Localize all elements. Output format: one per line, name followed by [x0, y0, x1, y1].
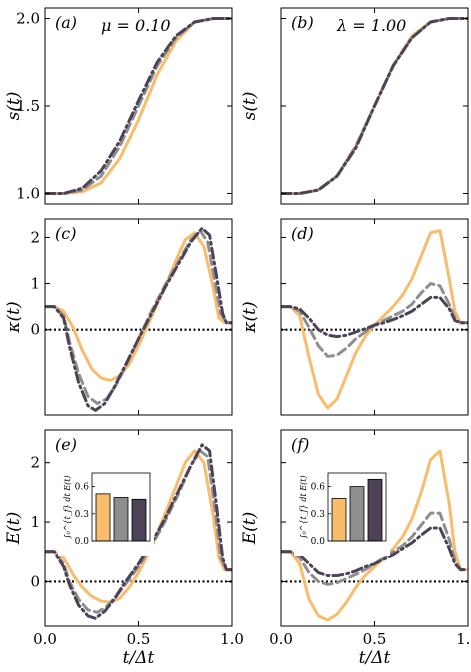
panel-d-series-gray-dashed [281, 282, 468, 358]
panel-e-series-dark-dashdot [45, 443, 232, 620]
panel-d-letter: (d) [291, 224, 314, 243]
panel-d-series-dark-dashdot [281, 295, 468, 339]
panel-e-xtick-label: 1.0 [220, 630, 244, 648]
panel-e-inset: 0.0 0.3 0.6∫₀^{t_f} dt E(t) [58, 471, 154, 556]
panel-b-annotation: λ = 1.00 [336, 16, 406, 35]
panel-e-inset-frame [91, 472, 151, 542]
panel-c-series [45, 226, 232, 412]
panel-d-series [281, 229, 468, 410]
panel-f-inset-ylabel: ∫₀^{t_f} dt E(t) [299, 475, 308, 538]
panel-f-inset-bar [367, 478, 383, 542]
panel-d-series-orange-solid [281, 229, 468, 410]
panel-a-series [45, 17, 232, 195]
panel-c-ytick-label: 1 [30, 275, 40, 293]
panel-f-series [281, 449, 468, 622]
panel-e: 0 1 2 0.0 0.5 1.0 E(t) t/Δt (e) 0.0 0.3 0.6∫₀^{t_f}… [4, 429, 244, 668]
panel-c-series-dark-dashdot [45, 226, 232, 412]
panel-d-frame [280, 218, 469, 416]
panel-c: 0 1 2 κ(t) (c) [4, 218, 233, 416]
panel-a-letter: (a) [55, 13, 77, 32]
panel-a-series-dark-dashdot [45, 17, 232, 195]
panel-b: s(t) (b) λ = 1.00 [240, 7, 469, 205]
panel-f-inset: 0.0 0.3 0.6∫₀^{t_f} dt E(t) [294, 471, 390, 556]
panel-a-ytick-label: 2.0 [16, 10, 40, 28]
panel-f-inset-ytick-label: 0.0 [311, 537, 326, 547]
panel-b-series-dark-dashdot [281, 17, 468, 195]
panel-e-ytick-label: 2 [30, 454, 40, 472]
panel-a-series-gray-dashed [45, 17, 232, 195]
panel-c-ylabel: κ(t) [4, 301, 24, 333]
panel-c-letter: (c) [55, 224, 76, 243]
panel-e-letter: (e) [55, 435, 77, 454]
panel-c-ytick-label: 0 [30, 321, 40, 339]
panel-a: 1.0 1.5 2.0 s(t) (a) μ = 0.10 [4, 7, 233, 205]
panel-f-xlabel: t/Δt [359, 648, 391, 668]
panel-e-series-gray-dashed [45, 449, 232, 614]
panel-e-inset-ytick-label: 0.0 [75, 537, 90, 547]
panel-f-ylabel: E(t) [240, 512, 260, 546]
panel-d: κ(t) (d) [240, 218, 469, 416]
panel-e-ytick-label: 0 [30, 572, 40, 590]
panel-e-series [45, 443, 232, 620]
panel-e-inset-bar [95, 493, 111, 542]
panel-e-inset-ytick-label: 0.3 [75, 510, 90, 520]
panel-c-series-orange-solid [45, 231, 232, 382]
panel-e-ytick-label: 1 [30, 513, 40, 531]
panel-b-series [281, 17, 468, 195]
panel-f-inset-bar [349, 486, 365, 542]
panel-e-ylabel: E(t) [4, 512, 24, 546]
panel-f-inset-frame [327, 472, 387, 542]
panel-f-xtick-label: 0.5 [363, 630, 387, 648]
panel-f-inset-bar [331, 497, 347, 542]
panel-b-letter: (b) [291, 13, 314, 32]
panel-e-xtick-label: 0.0 [33, 630, 57, 648]
panel-f-xtick-label: 0.0 [269, 630, 293, 648]
panel-a-ytick-label: 1.0 [16, 185, 40, 203]
panel-c-ytick-label: 2 [30, 228, 40, 246]
panel-d-ylabel: κ(t) [240, 301, 260, 333]
panel-f-inset-ytick-label: 0.3 [311, 510, 326, 520]
panel-f-inset-ytick-label: 0.6 [311, 483, 326, 493]
panel-f: 0.0 0.5 1.0 E(t) t/Δt (f) 0.0 0.3 0.6∫₀^{t_f} dt… [240, 429, 471, 668]
panel-a-annotation: μ = 0.10 [101, 16, 171, 35]
panel-f-letter: (f) [291, 435, 309, 454]
panel-f-series-dark-dashdot [281, 526, 468, 578]
panel-e-inset-bar [113, 497, 129, 542]
panel-e-xlabel: t/Δt [123, 648, 155, 668]
panel-f-xtick-label: 1.0 [456, 630, 471, 648]
panel-a-ylabel: s(t) [4, 92, 24, 121]
panel-e-series-orange-solid [45, 449, 232, 604]
panel-e-inset-ytick-label: 0.6 [75, 483, 90, 493]
panel-b-ylabel: s(t) [240, 92, 260, 121]
panel-e-inset-bar [131, 498, 147, 542]
panel-c-series-gray-dashed [45, 229, 232, 405]
panel-a-ytick-label: 1.5 [16, 97, 40, 115]
panel-e-inset-ylabel: ∫₀^{t_f} dt E(t) [63, 475, 72, 538]
panel-e-xtick-label: 0.5 [127, 630, 151, 648]
